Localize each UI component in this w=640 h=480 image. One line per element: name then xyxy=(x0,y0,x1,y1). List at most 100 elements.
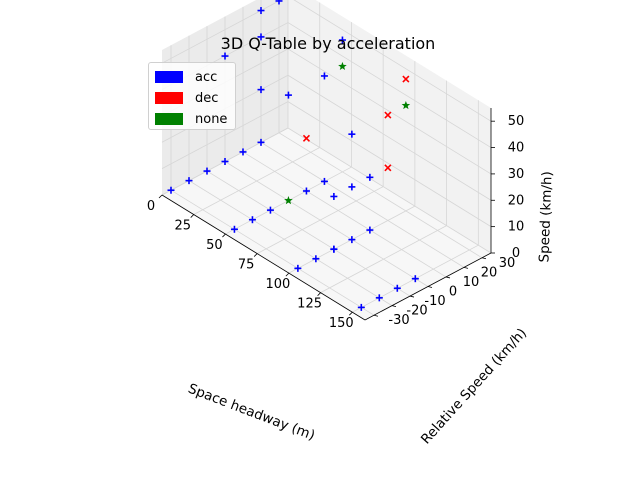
x-tick-mark xyxy=(190,214,195,218)
legend-item-none: none xyxy=(155,110,227,128)
y-tick-label: -20 xyxy=(406,304,427,319)
z-tick-label: 50 xyxy=(508,114,525,129)
grid-z-back xyxy=(287,101,492,227)
legend-label-none: none xyxy=(195,111,228,127)
chart-title: 3D Q-Table by acceleration xyxy=(221,34,436,53)
chart-legend: acc dec none xyxy=(148,62,236,130)
point-acc xyxy=(338,36,346,44)
point-acc xyxy=(393,284,401,292)
z-tick-label: 20 xyxy=(508,193,525,208)
point-acc xyxy=(257,7,265,15)
legend-item-dec: dec xyxy=(155,89,218,107)
legend-item-acc: acc xyxy=(155,68,217,86)
z-tick-label: 0 xyxy=(512,246,520,261)
pane-y xyxy=(288,0,491,253)
y-tick-mark xyxy=(373,314,379,317)
legend-label-acc: acc xyxy=(195,69,218,85)
point-dec-b xyxy=(384,164,392,172)
point-dec-b xyxy=(302,134,311,142)
data-points xyxy=(167,0,419,311)
point-acc xyxy=(257,86,265,94)
x-tick-mark xyxy=(158,194,163,199)
z-tick-label: 40 xyxy=(508,141,525,156)
point-acc xyxy=(320,72,328,80)
y-axis-label: Relative Speed (km/h) xyxy=(418,325,530,447)
z-tick-label: 30 xyxy=(508,167,525,182)
point-acc xyxy=(221,52,229,60)
point-dec xyxy=(384,164,392,172)
point-acc xyxy=(330,192,338,200)
point-dec xyxy=(384,111,392,119)
grid-y-floor xyxy=(260,142,465,268)
point-acc xyxy=(312,255,320,263)
x-tick-mark xyxy=(222,233,226,238)
point-acc xyxy=(167,186,175,194)
point-none xyxy=(338,61,347,71)
point-acc xyxy=(257,33,265,41)
y-tick-mark xyxy=(463,266,469,269)
grid-y-floor xyxy=(206,170,411,297)
grid-y-floor xyxy=(188,180,393,306)
point-acc xyxy=(348,236,356,244)
x-tick-label: 0 xyxy=(147,199,155,214)
point-acc xyxy=(266,206,274,214)
x-tick-label: 50 xyxy=(206,238,223,253)
grid-z-back xyxy=(287,48,492,175)
x-tick-mark xyxy=(317,292,321,296)
legend-swatch-none xyxy=(155,113,183,125)
point-acc xyxy=(348,130,356,138)
grid-y-floor xyxy=(278,132,483,259)
point-dec-b xyxy=(384,111,392,119)
grid-z-back xyxy=(287,74,492,201)
x-tick-label: 25 xyxy=(174,219,191,234)
point-acc xyxy=(366,173,374,181)
z-axis-label: Speed (km/h) xyxy=(536,171,555,263)
point-acc xyxy=(320,177,328,185)
legend-swatch-dec xyxy=(155,92,183,104)
point-acc xyxy=(239,148,247,156)
y-tick-label: 30 xyxy=(499,256,516,271)
point-none xyxy=(284,196,293,205)
grid-z-left xyxy=(161,0,282,64)
point-acc xyxy=(275,0,283,5)
legend-label-dec: dec xyxy=(195,90,219,106)
grid-y-floor xyxy=(170,189,375,316)
y-tick-mark xyxy=(481,257,487,260)
point-acc xyxy=(348,183,356,191)
z-tick-label: 10 xyxy=(508,220,525,235)
y-tick-mark xyxy=(409,295,415,298)
y-tick-label: -10 xyxy=(424,294,445,309)
y-tick-label: 0 xyxy=(449,285,457,300)
point-dec xyxy=(402,75,410,83)
x-tick-mark xyxy=(285,272,290,277)
point-dec xyxy=(302,134,311,142)
y-tick-label: -30 xyxy=(388,313,409,328)
point-acc xyxy=(203,167,211,175)
point-acc xyxy=(257,138,265,146)
y-tick-label: 10 xyxy=(463,275,480,290)
grid-z-back xyxy=(293,0,492,122)
grid-y-floor xyxy=(224,161,429,287)
x-tick-mark xyxy=(349,311,353,316)
point-acc xyxy=(411,275,419,283)
y-tick-mark xyxy=(427,286,433,288)
y-tick-mark xyxy=(445,276,451,279)
x-tick-label: 125 xyxy=(297,297,322,312)
point-acc xyxy=(248,216,256,224)
grid-z-back xyxy=(287,22,492,148)
point-acc xyxy=(375,294,383,302)
legend-swatch-acc xyxy=(155,71,183,83)
grid-y-floor xyxy=(242,151,447,278)
x-tick-mark xyxy=(253,253,258,257)
x-axis-line xyxy=(161,194,366,321)
x-tick-label: 75 xyxy=(238,258,255,273)
point-acc xyxy=(230,225,238,233)
y-tick-mark xyxy=(391,305,397,308)
x-tick-label: 100 xyxy=(265,277,290,292)
point-acc xyxy=(294,264,302,272)
point-dec-b xyxy=(402,75,410,83)
point-acc xyxy=(221,158,229,165)
grid-z-left xyxy=(161,101,289,169)
